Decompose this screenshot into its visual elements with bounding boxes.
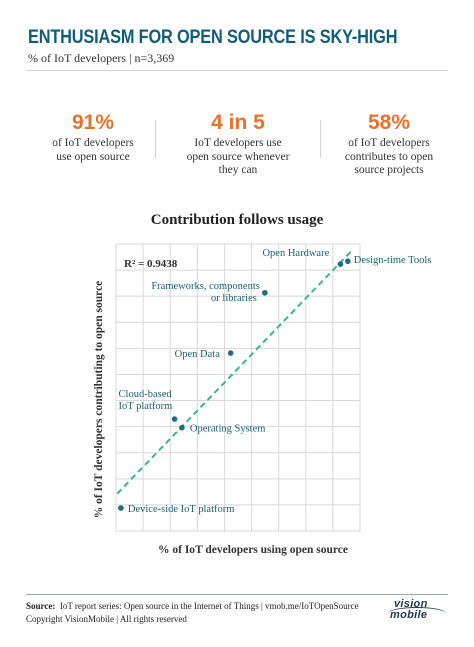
stat-desc-line: open source whenever: [186, 150, 290, 163]
source-text: IoT report series: Open source in the In…: [59, 601, 359, 611]
stat-desc-line: source projects: [354, 164, 424, 176]
logo-line2: mobile: [390, 609, 428, 621]
data-label: Frameworks, components or libraries: [151, 281, 259, 304]
source-label: Source:: [26, 601, 56, 611]
data-label: Open Hardware: [262, 248, 329, 259]
x-axis-label: % of IoT developers using open source: [158, 544, 348, 556]
stat-divider: [155, 120, 156, 158]
page-subtitle: % of IoT developers | n=3,369: [28, 51, 175, 65]
data-point: [179, 424, 185, 431]
stat-value: 4 in 5: [211, 111, 265, 134]
stat-open-source-use: 91% of IoT developers use open source: [38, 112, 148, 164]
data-point: [118, 505, 124, 511]
data-label: Operating System: [190, 424, 266, 435]
footer-rule: [26, 594, 448, 595]
data-label: Device-side IoT platform: [128, 504, 235, 515]
chart-title: Contribution follows usage: [150, 212, 324, 228]
logo-line1: vision: [394, 598, 428, 610]
stat-desc: of IoT developers use open source: [38, 137, 148, 164]
header-rule: [26, 70, 448, 71]
stat-desc-line: IoT developers use: [194, 137, 282, 149]
data-label: Open Data: [175, 349, 221, 360]
r-squared-annotation: R² = 0.9438: [124, 258, 178, 270]
stat-desc-line: they can: [218, 164, 258, 176]
data-label: Design-time Tools: [354, 255, 432, 266]
y-axis-label: % of IoT developers contributing to open…: [93, 281, 105, 519]
stat-desc-line: use open source: [56, 150, 130, 163]
data-point: [337, 261, 344, 267]
footer: Source: IoT report series: Open source i…: [26, 600, 359, 626]
page-title: ENTHUSIASM FOR OPEN SOURCE IS SKY-HIGH: [28, 27, 398, 48]
data-point: [262, 289, 268, 296]
stat-whenever-can: 4 in 5 IoT developers use open source wh…: [172, 112, 304, 178]
stat-desc-line: contributes to open: [344, 150, 434, 163]
stat-desc-line: of IoT developers: [52, 137, 134, 149]
visionmobile-logo: vision mobile: [388, 598, 448, 628]
trend-line: [116, 249, 354, 495]
stat-value: 91%: [71, 111, 115, 134]
copyright-text: Copyright VisionMobile | All rights rese…: [26, 614, 187, 624]
logo-swoosh: [388, 607, 446, 620]
data-point: [171, 416, 178, 422]
stat-desc: of IoT developers contributes to open so…: [330, 137, 448, 178]
data-point: [345, 258, 351, 265]
stat-desc-line: of IoT developers: [348, 137, 430, 149]
stat-divider: [320, 120, 321, 158]
stat-desc: IoT developers use open source whenever …: [172, 137, 304, 178]
stat-contributes: 58% of IoT developers contributes to ope…: [330, 112, 448, 178]
stat-value: 58%: [367, 111, 411, 134]
data-point: [227, 350, 234, 356]
data-label: Cloud-based IoT platform: [119, 389, 173, 412]
